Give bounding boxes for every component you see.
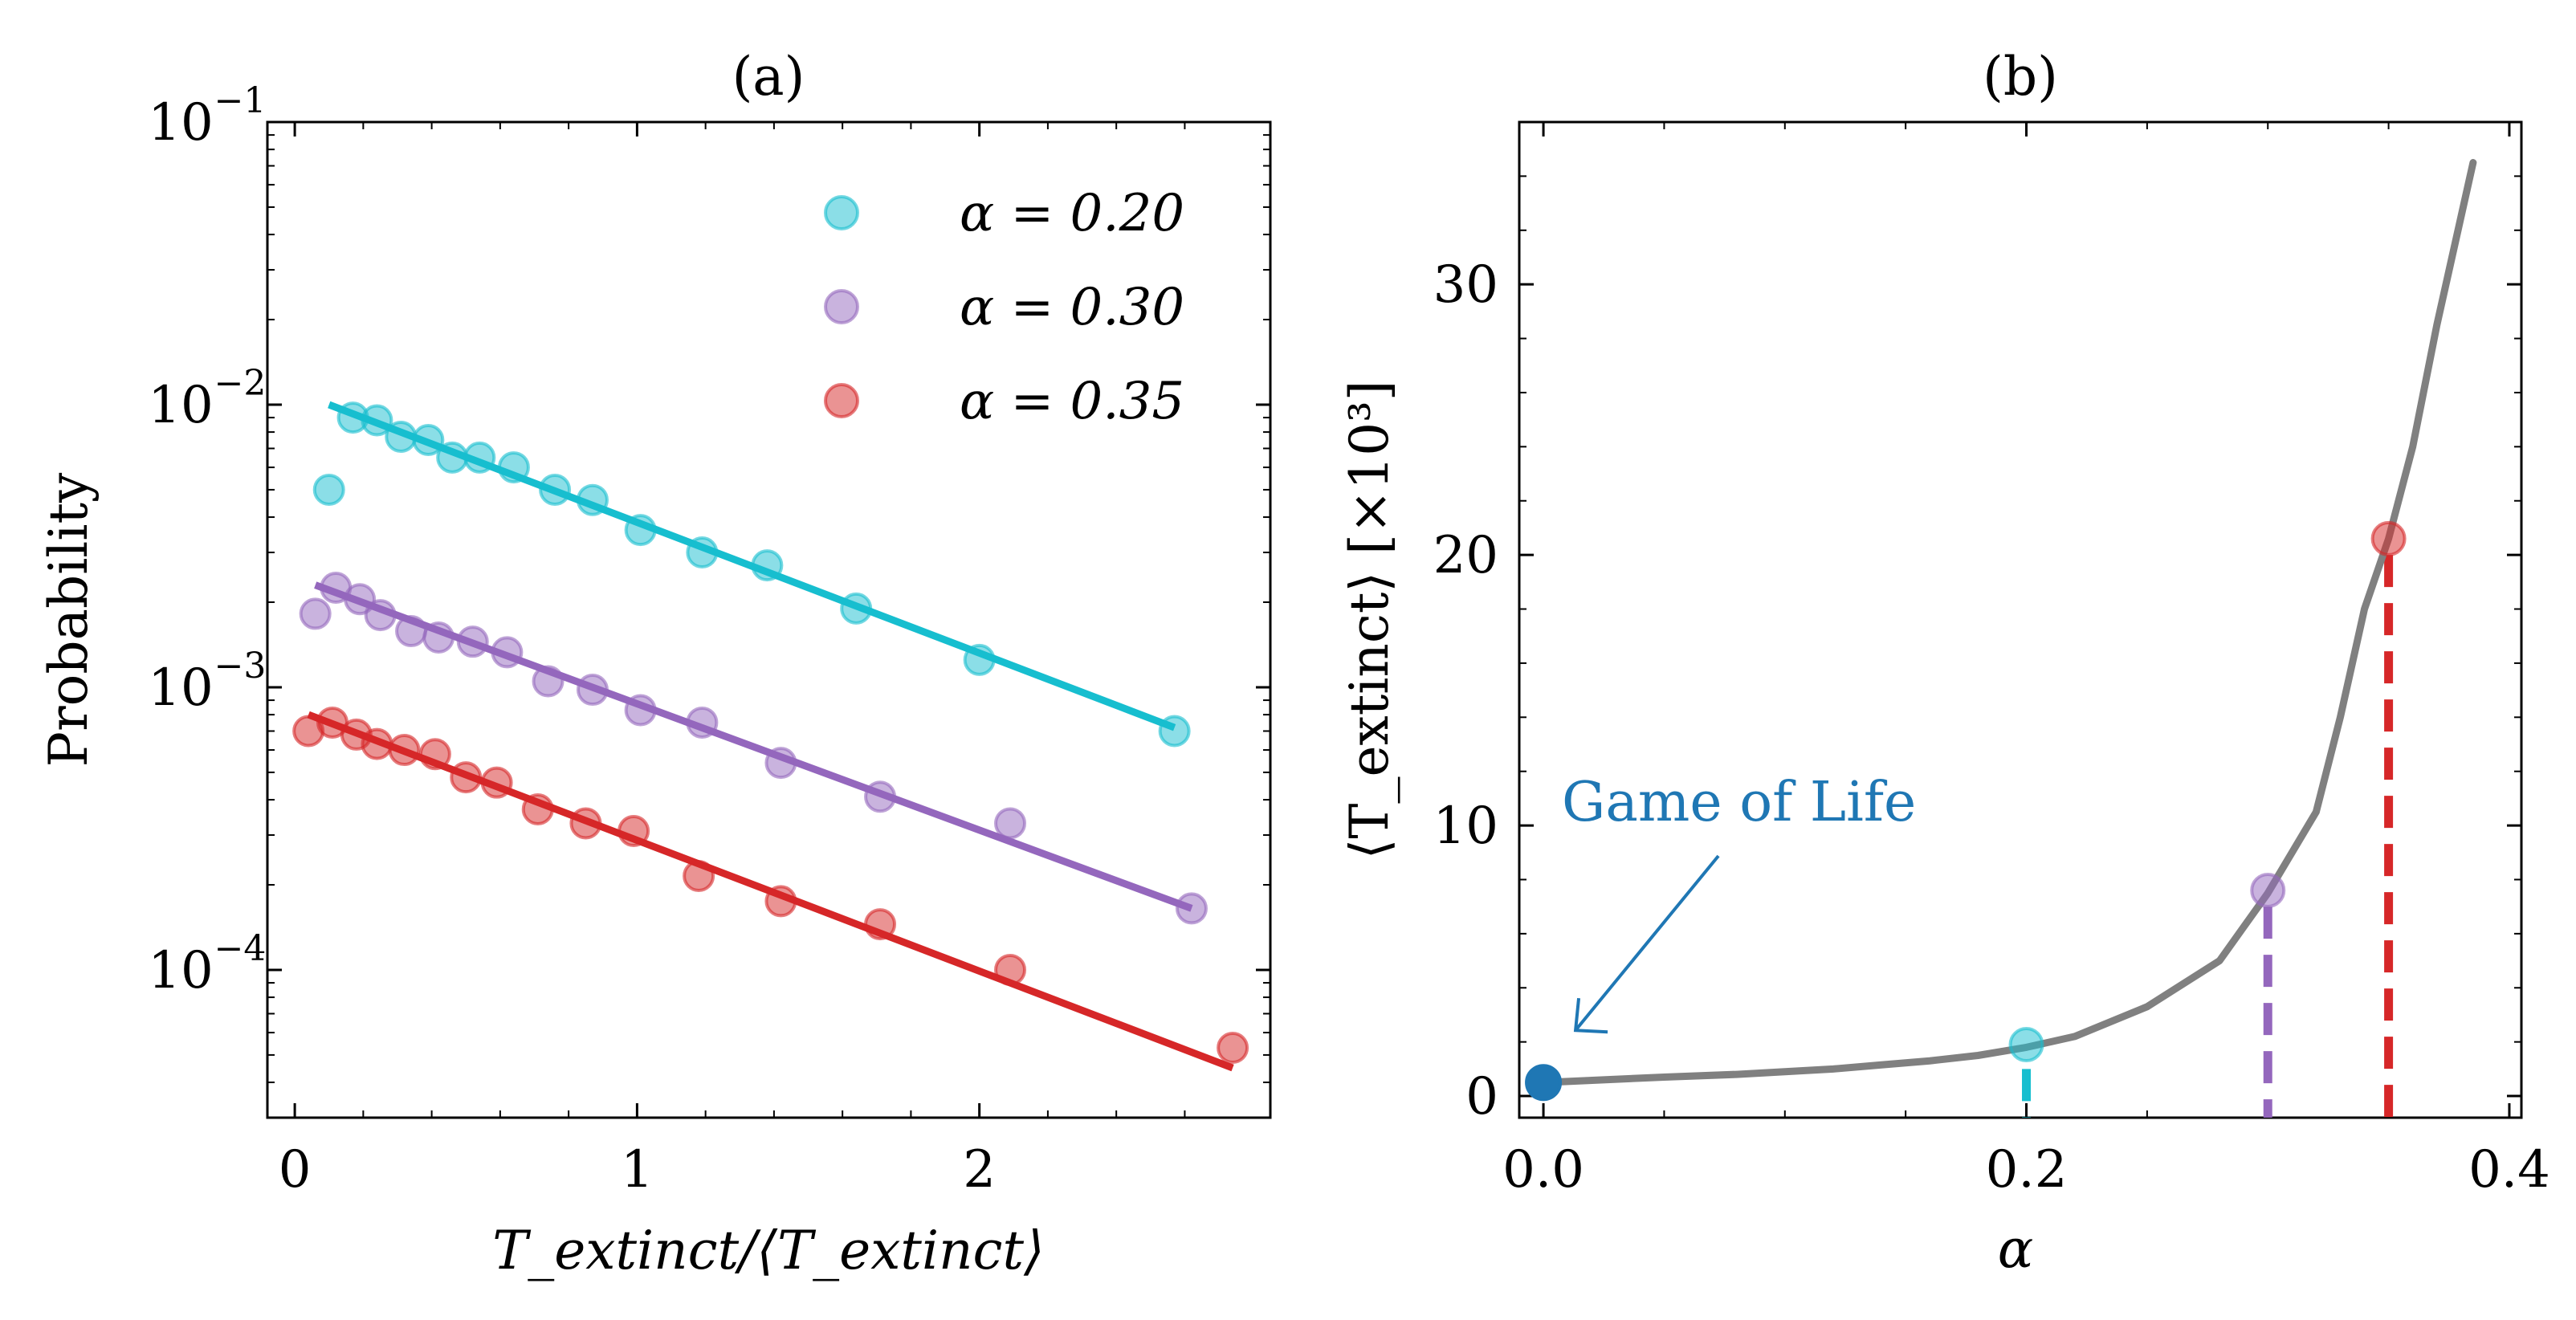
panel-b-dashed-lines xyxy=(2022,555,2394,1118)
data-point-series-1 xyxy=(686,706,719,739)
legend-marker xyxy=(824,383,859,418)
panel-a-title: (a) xyxy=(732,46,805,108)
x-tick-label-b: 0.0 xyxy=(1502,1140,1584,1200)
data-point-series-2 xyxy=(569,807,602,840)
y-tick-exponent-a: −4 xyxy=(214,928,267,969)
data-point-series-0 xyxy=(361,404,393,437)
y-tick-exponent-a: −3 xyxy=(214,646,267,686)
panel-b-ylabel: ⟨T_extinct⟩ [×10³] xyxy=(1339,381,1400,860)
marker-point xyxy=(2370,520,2407,556)
data-point-series-1 xyxy=(764,747,797,780)
y-tick-label-a: 10 xyxy=(148,658,213,718)
data-point-series-1 xyxy=(456,625,489,658)
legend-label: α = 0.20 xyxy=(960,184,1184,243)
data-point-series-2 xyxy=(521,792,554,825)
data-point-series-2 xyxy=(764,885,797,918)
marker-point xyxy=(2008,1027,2044,1063)
game-of-life-annotation: Game of Life xyxy=(1562,771,1916,1034)
y-tick-label-b: 0 xyxy=(1465,1067,1498,1126)
data-point-series-2 xyxy=(618,815,650,848)
panel-a-ticks: 0 1 210−110−210−310−4 xyxy=(148,80,1270,1200)
data-point-series-2 xyxy=(994,953,1027,986)
data-point-series-1 xyxy=(395,615,428,648)
data-point-series-1 xyxy=(422,621,455,654)
x-tick-label-a: 0 xyxy=(279,1140,312,1200)
annotation-text: Game of Life xyxy=(1562,771,1916,834)
data-point-series-1 xyxy=(299,597,332,630)
data-point-series-1 xyxy=(491,636,524,669)
data-point-series-1 xyxy=(994,807,1027,840)
x-tick-label-b: 0.2 xyxy=(1986,1140,2068,1200)
y-tick-label-a: 10 xyxy=(148,941,213,1000)
data-point-series-2 xyxy=(480,766,513,799)
data-point-series-0 xyxy=(751,549,784,582)
y-tick-label-a: 10 xyxy=(148,376,213,435)
data-point-series-2 xyxy=(418,738,451,771)
data-point-series-0 xyxy=(463,441,496,474)
panel-b-curve xyxy=(1539,159,2477,1086)
annotation-arrow-head xyxy=(1573,997,1608,1034)
x-tick-label-a: 1 xyxy=(621,1140,654,1200)
y-tick-exponent-a: −1 xyxy=(214,80,267,121)
data-point-series-2 xyxy=(683,859,715,892)
x-tick-label-b: 0.4 xyxy=(2468,1140,2550,1200)
data-point-series-2 xyxy=(361,727,393,760)
data-point-series-0 xyxy=(686,536,719,569)
plot-frame-b xyxy=(1518,120,2523,1119)
panel-b-markers xyxy=(1525,520,2407,1102)
panel-b: (b) 0.0 0.2 0.4 0 10 20 30 Game of Life ⟨T_ext… xyxy=(1339,46,2550,1280)
panel-b-xlabel: α xyxy=(1998,1218,2034,1280)
panel-a-fit-lines xyxy=(307,401,1234,1072)
legend-label: α = 0.30 xyxy=(960,278,1184,337)
data-point-series-2 xyxy=(388,734,421,767)
data-point-series-0 xyxy=(497,451,530,484)
y-tick-label-a: 10 xyxy=(148,93,213,153)
data-point-series-2 xyxy=(1217,1032,1249,1065)
panel-a: (a) 0 1 210−110−210−310−4 α = 0.20α = 0.30… xyxy=(38,46,1272,1281)
data-point-series-0 xyxy=(840,592,873,625)
y-tick-exponent-a: −2 xyxy=(214,363,267,404)
panel-b-ticks: 0.0 0.2 0.4 0 10 20 30 xyxy=(1433,122,2550,1200)
data-point-series-1 xyxy=(364,599,397,632)
data-point-series-1 xyxy=(532,665,565,698)
y-tick-label-b: 30 xyxy=(1433,255,1498,315)
panel-a-xlabel: T_extinct/⟨T_extinct⟩ xyxy=(492,1220,1045,1281)
annotation-arrow-shaft xyxy=(1574,854,1720,1032)
data-point-series-0 xyxy=(963,643,996,676)
marker-point xyxy=(2250,872,2286,908)
data-point-series-1 xyxy=(576,674,609,707)
legend-label: α = 0.35 xyxy=(960,372,1184,431)
data-point-series-2 xyxy=(450,761,483,794)
data-point-series-0 xyxy=(576,483,609,516)
data-point-series-0 xyxy=(436,441,469,474)
data-point-series-1 xyxy=(1175,892,1208,925)
panel-a-points xyxy=(292,401,1249,1065)
data-point-series-0 xyxy=(1158,715,1191,748)
panel-b-title: (b) xyxy=(1983,46,2058,108)
data-point-series-2 xyxy=(864,908,897,941)
data-point-series-0 xyxy=(385,420,418,453)
data-point-series-0 xyxy=(412,423,445,456)
y-tick-label-b: 10 xyxy=(1433,796,1498,856)
data-point-series-0 xyxy=(624,514,657,547)
y-tick-label-b: 20 xyxy=(1433,526,1498,585)
legend-marker xyxy=(824,195,859,230)
legend-marker xyxy=(824,289,859,324)
data-point-series-0 xyxy=(312,473,345,506)
panel-a-legend: α = 0.20 α = 0.30 α = 0.35 xyxy=(824,184,1184,431)
panel-a-ylabel: Probability xyxy=(38,472,100,767)
data-point-series-1 xyxy=(624,694,657,727)
x-tick-label-a: 2 xyxy=(963,1140,996,1200)
data-point-series-0 xyxy=(539,473,572,506)
marker-point xyxy=(1525,1064,1563,1102)
data-point-series-1 xyxy=(864,780,897,813)
plot-frame-a xyxy=(266,120,1272,1119)
mean-extinction-time-curve xyxy=(1539,159,2477,1086)
